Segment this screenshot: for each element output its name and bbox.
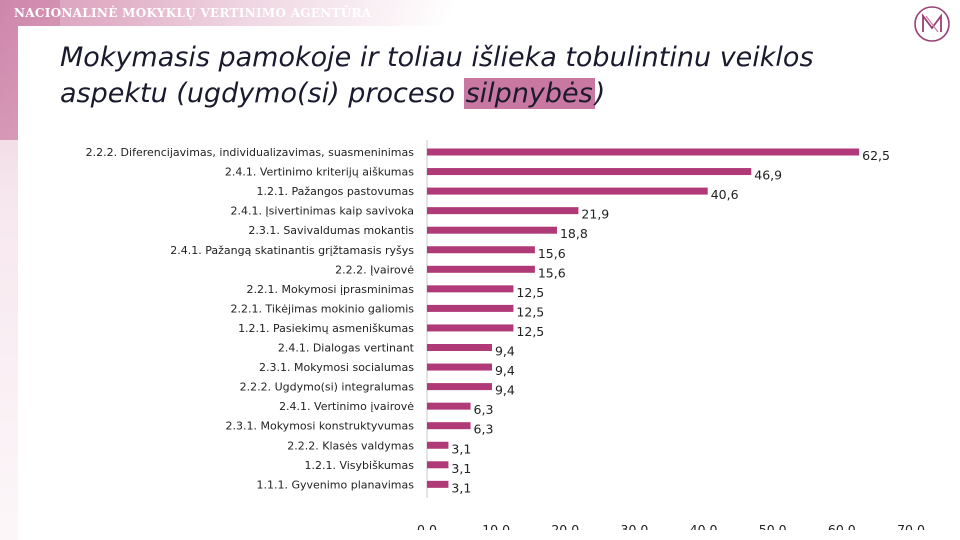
x-tick-label: 70,0 [897, 522, 925, 530]
bar [427, 383, 492, 391]
title-text: Mokymasis pamokoje ir toliau išlieka tob… [60, 42, 814, 109]
category-label: 2.4.1. Dialogas vertinant [278, 342, 415, 355]
bar [427, 480, 449, 488]
bar [427, 187, 708, 195]
category-label: 2.2.1. Tikėjimas mokinio galiomis [230, 302, 414, 315]
data-label: 9,4 [495, 383, 515, 398]
data-label: 15,6 [538, 246, 566, 261]
data-label: 3,1 [451, 461, 471, 476]
data-label: 9,4 [495, 363, 515, 378]
content-panel [18, 26, 960, 540]
bar [427, 168, 752, 176]
x-tick-label: 30,0 [621, 522, 649, 530]
x-tick-label: 10,0 [482, 522, 510, 530]
bar [427, 285, 514, 293]
category-label: 2.3.1. Mokymosi socialumas [259, 361, 414, 374]
bar-chart: 2.2.2. Diferencijavimas, individualizavi… [86, 140, 925, 530]
nmva-logo-icon [914, 6, 950, 42]
category-label: 2.4.1. Pažangą skatinantis grįžtamasis r… [170, 244, 414, 257]
bar [427, 207, 579, 215]
category-label: 1.2.1. Pažangos pastovumas [257, 185, 415, 198]
bar [427, 246, 535, 254]
data-label: 15,6 [538, 265, 566, 280]
data-label: 3,1 [451, 480, 471, 495]
data-label: 18,8 [560, 226, 588, 241]
category-label: 2.2.2. Diferencijavimas, individualizavi… [86, 146, 415, 159]
x-tick-label: 20,0 [551, 522, 579, 530]
category-label: 2.2.2. Klasės valdymas [287, 439, 414, 452]
x-tick-label: 40,0 [690, 522, 718, 530]
x-tick-label: 0,0 [417, 522, 437, 530]
bar [427, 402, 471, 410]
bar [427, 304, 514, 312]
category-label: 2.2.1. Mokymosi įprasminimas [247, 283, 415, 296]
bar [427, 344, 492, 351]
bar [427, 226, 557, 234]
data-label: 40,6 [711, 187, 739, 202]
data-label: 3,1 [451, 441, 471, 456]
data-label: 6,3 [474, 402, 494, 417]
data-label: 62,5 [862, 148, 890, 163]
title-text-end: ) [594, 78, 606, 109]
category-label: 2.4.1. Vertinimo įvairovė [279, 400, 414, 413]
category-label: 2.3.1. Mokymosi konstruktyvumas [226, 420, 415, 433]
x-tick-label: 50,0 [759, 522, 787, 530]
data-label: 12,5 [516, 304, 544, 319]
category-label: 2.2.2. Ugdymo(si) integralumas [240, 381, 415, 394]
x-tick-label: 60,0 [828, 522, 856, 530]
category-label: 1.2.1. Visybiškumas [304, 459, 414, 472]
category-label: 2.2.2. Įvairovė [335, 263, 414, 276]
bar [427, 324, 514, 332]
category-label: 1.2.1. Pasiekimų asmeniškumas [238, 322, 414, 335]
bar [427, 441, 449, 449]
data-label: 21,9 [581, 207, 609, 222]
bar [427, 148, 860, 156]
data-label: 46,9 [754, 168, 782, 183]
data-label: 12,5 [516, 285, 544, 300]
data-label: 12,5 [516, 324, 544, 339]
category-label: 1.1.1. Gyvenimo planavimas [256, 478, 414, 491]
agency-name: NACIONALINĖ MOKYKLŲ VERTINIMO AGENTŪRA [14, 6, 372, 20]
bar [427, 363, 492, 371]
category-label: 2.3.1. Savivaldumas mokantis [248, 224, 414, 237]
bar [427, 422, 471, 430]
page-title: Mokymasis pamokoje ir toliau išlieka tob… [60, 40, 920, 112]
bar [427, 461, 449, 469]
category-label: 2.4.1. Vertinimo kriterijų aiškumas [225, 166, 414, 179]
data-label: 9,4 [495, 344, 515, 359]
data-label: 6,3 [474, 422, 494, 437]
title-highlight: silpnybės [463, 78, 595, 109]
category-label: 2.4.1. Įsivertinimas kaip savivoka [230, 205, 414, 218]
bar [427, 265, 535, 273]
